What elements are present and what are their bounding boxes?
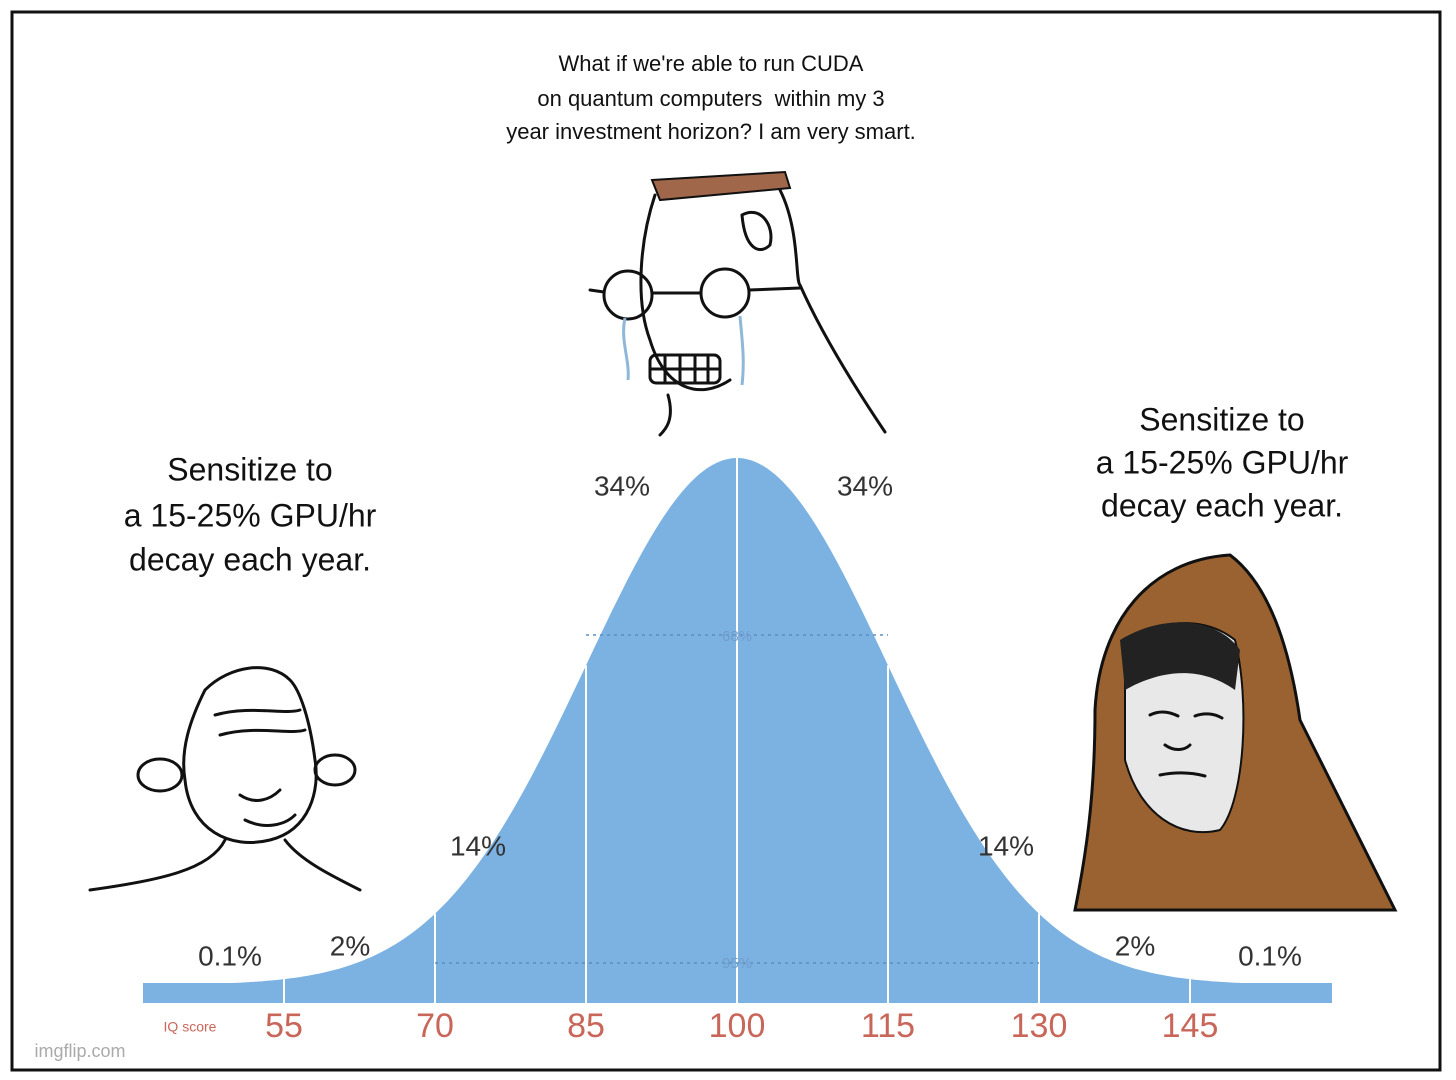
simple-character — [88, 666, 362, 892]
region-label: 0.1% — [198, 940, 262, 971]
region-label: 2% — [330, 930, 370, 961]
axis-tick-label: 70 — [416, 1007, 454, 1045]
axis-tick-label: 130 — [1011, 1007, 1068, 1045]
watermark: imgflip.com — [34, 1041, 125, 1061]
region-label: 0.1% — [1238, 940, 1302, 971]
band-label: 95% — [722, 955, 752, 972]
bell-curve: 55 70 85 100 115 130 145 68% 95% 0.1% 2% 14% 34% 34% 1… — [143, 458, 1332, 1045]
top-caption: year investment horizon? I am very smart… — [506, 119, 916, 144]
axis-tick-label: 85 — [567, 1007, 605, 1045]
right-caption: decay each year. — [1101, 487, 1343, 523]
axis-tick-label: 55 — [265, 1007, 303, 1045]
axis-tick-label: 100 — [709, 1007, 766, 1045]
right-caption: a 15-25% GPU/hr — [1096, 444, 1349, 480]
hooded-character — [1073, 553, 1398, 912]
region-label: 34% — [837, 470, 893, 501]
region-label: 14% — [978, 830, 1034, 861]
band-label: 68% — [722, 628, 752, 645]
left-caption: a 15-25% GPU/hr — [124, 497, 377, 533]
top-caption: on quantum computers within my 3 — [537, 86, 884, 111]
left-caption: Sensitize to — [167, 451, 332, 487]
axis-label: IQ score — [164, 1019, 217, 1035]
left-caption: decay each year. — [129, 541, 371, 577]
axis-tick-label: 145 — [1162, 1007, 1219, 1045]
right-caption: Sensitize to — [1139, 401, 1304, 437]
top-caption: What if we're able to run CUDA — [559, 51, 864, 76]
text-layer: What if we're able to run CUDA on quantu… — [34, 51, 1348, 1061]
region-label: 14% — [450, 830, 506, 861]
nerd-character — [588, 170, 887, 437]
axis-tick-label: 115 — [861, 1007, 915, 1045]
region-label: 34% — [594, 470, 650, 501]
region-label: 2% — [1115, 930, 1155, 961]
